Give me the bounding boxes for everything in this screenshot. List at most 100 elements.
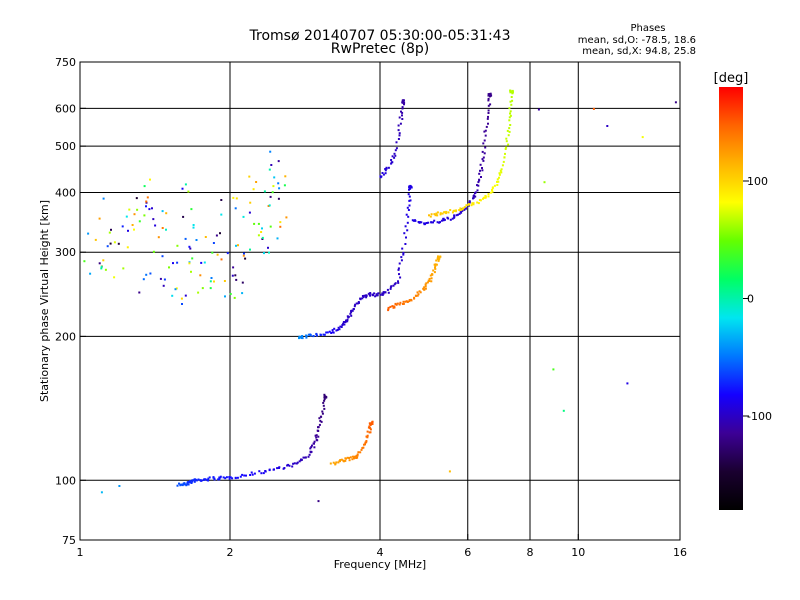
data-point	[477, 184, 480, 187]
data-point	[300, 458, 303, 461]
data-point	[98, 217, 101, 220]
data-point	[321, 410, 324, 413]
data-point	[606, 125, 609, 127]
data-point	[390, 285, 393, 288]
data-point	[434, 265, 437, 267]
data-point	[376, 294, 379, 297]
data-point	[349, 456, 352, 459]
data-point	[351, 309, 354, 312]
data-point	[398, 303, 401, 306]
data-point	[181, 484, 184, 487]
data-point	[448, 470, 451, 473]
data-point	[433, 271, 436, 274]
data-point	[189, 247, 192, 250]
data-point	[414, 219, 417, 222]
data-point	[400, 256, 403, 259]
data-point	[499, 169, 502, 172]
data-point	[472, 203, 475, 206]
data-point	[151, 207, 153, 210]
data-point	[209, 287, 212, 290]
data-point	[400, 259, 403, 262]
data-point	[408, 195, 411, 198]
data-point	[316, 429, 319, 432]
data-point	[226, 252, 229, 255]
data-point	[399, 276, 402, 279]
data-point	[232, 196, 235, 199]
data-point	[491, 189, 493, 191]
data-point	[113, 276, 116, 279]
data-point	[217, 478, 220, 481]
data-point	[361, 297, 364, 300]
data-point	[364, 443, 366, 446]
data-point	[453, 214, 456, 217]
data-point	[482, 196, 485, 199]
data-point	[316, 334, 318, 337]
data-point	[511, 99, 514, 102]
data-point	[500, 168, 503, 171]
data-point	[232, 266, 235, 269]
data-point	[496, 180, 498, 183]
data-point	[467, 203, 470, 206]
y-tick-label: 750	[55, 56, 76, 69]
data-point	[204, 236, 207, 238]
data-point	[465, 204, 468, 207]
data-point	[487, 122, 489, 125]
data-point	[496, 178, 499, 181]
data-point	[459, 211, 462, 214]
data-point	[347, 315, 350, 318]
data-point	[397, 129, 400, 132]
data-point	[176, 484, 179, 487]
data-point	[498, 173, 501, 176]
data-point	[433, 213, 436, 216]
data-point	[439, 212, 442, 215]
x-tick-label: 1	[77, 546, 84, 559]
data-point	[313, 440, 316, 443]
data-point	[471, 202, 474, 205]
data-point	[511, 89, 514, 92]
data-point	[395, 141, 398, 144]
data-point	[385, 167, 388, 170]
data-point	[241, 292, 244, 295]
data-point	[537, 108, 540, 111]
data-point	[439, 221, 441, 224]
data-point	[253, 222, 256, 225]
data-point	[487, 99, 490, 102]
data-point	[161, 227, 164, 229]
data-point	[318, 423, 321, 426]
data-point	[307, 455, 310, 458]
data-point	[197, 291, 200, 294]
data-point	[449, 209, 452, 211]
data-point	[479, 199, 482, 202]
data-point	[395, 303, 398, 306]
data-point	[339, 325, 342, 328]
data-point	[481, 150, 484, 153]
data-point	[481, 167, 483, 169]
data-point	[353, 305, 356, 308]
data-point	[419, 221, 421, 224]
data-point	[369, 428, 372, 431]
data-point	[117, 242, 120, 245]
data-point	[307, 333, 310, 336]
data-point	[277, 197, 280, 200]
data-point	[351, 455, 354, 458]
data-point	[323, 407, 326, 410]
data-point	[369, 431, 372, 434]
x-tick-label: 10	[571, 546, 585, 559]
data-point	[315, 439, 318, 441]
data-point	[122, 267, 125, 270]
y-tick-label: 400	[55, 186, 76, 199]
data-point	[436, 221, 439, 224]
data-point	[260, 231, 263, 233]
data-point	[220, 258, 223, 261]
data-point	[204, 478, 207, 481]
data-point	[402, 302, 405, 305]
data-point	[425, 282, 428, 285]
data-point	[118, 485, 121, 487]
data-point	[432, 221, 434, 224]
data-point	[253, 472, 256, 475]
data-point	[229, 476, 232, 479]
data-point	[206, 479, 209, 482]
chart-subtitle: RwPretec (8p)	[331, 41, 429, 57]
data-point	[437, 255, 439, 258]
data-point	[472, 196, 475, 199]
